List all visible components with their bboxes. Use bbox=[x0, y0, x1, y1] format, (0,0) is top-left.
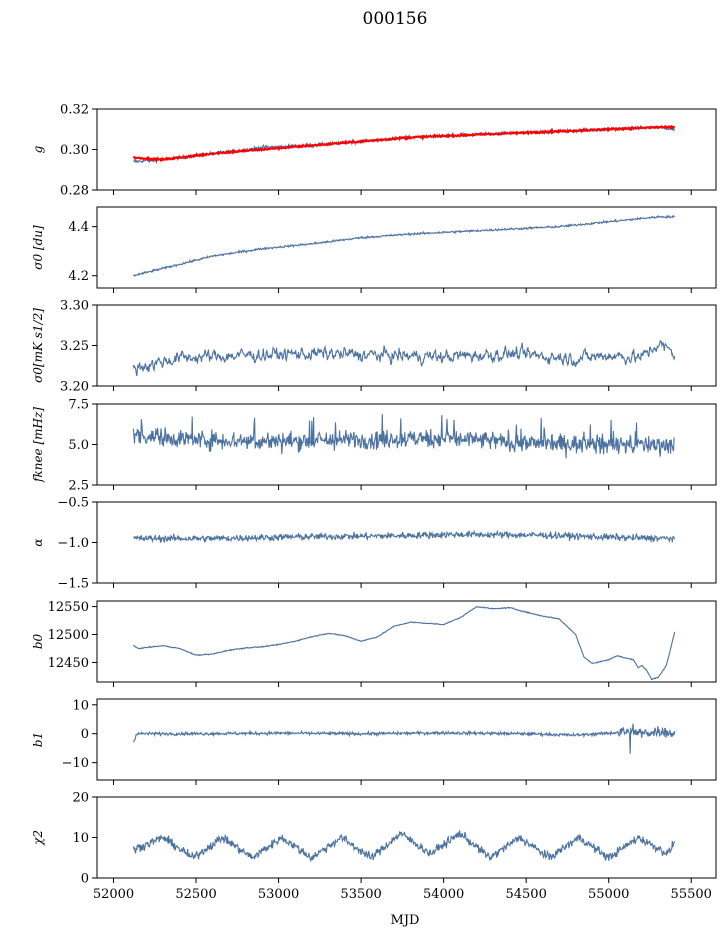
y-axis-label: g bbox=[31, 145, 45, 153]
series-line-1 bbox=[133, 124, 676, 164]
series-line-1 bbox=[132, 723, 676, 754]
y-tick-label: 0 bbox=[81, 872, 89, 887]
y-tick-label: 10 bbox=[72, 831, 89, 846]
series-line-1 bbox=[132, 529, 676, 544]
axes-frame bbox=[96, 501, 717, 584]
y-tick-label: 12450 bbox=[48, 656, 89, 671]
y-tick-label: −1.5 bbox=[57, 577, 89, 592]
y-axis-label: σ0 [du] bbox=[31, 225, 45, 270]
y-tick-label: 0.28 bbox=[60, 184, 89, 199]
series-line-1 bbox=[133, 606, 676, 680]
x-tick-label: 53000 bbox=[258, 887, 299, 902]
series-line-1 bbox=[132, 414, 675, 459]
axes-frame bbox=[96, 600, 717, 683]
series-line-1 bbox=[132, 829, 676, 863]
y-axis-label: χ2 bbox=[31, 830, 45, 846]
x-tick-label: 55500 bbox=[671, 887, 712, 902]
y-tick-label: 5.0 bbox=[68, 438, 89, 453]
y-tick-label: 3.30 bbox=[60, 299, 89, 314]
series-line-1 bbox=[132, 214, 675, 278]
x-tick-label: 52500 bbox=[175, 887, 216, 902]
panel-4: 2.5 5.0 7.5 fknee [mHz] bbox=[31, 398, 717, 494]
axes-frame bbox=[96, 108, 717, 191]
y-axis-label: α bbox=[31, 538, 45, 546]
y-tick-label: 12500 bbox=[48, 628, 89, 643]
y-tick-label: 4.4 bbox=[68, 220, 89, 235]
y-tick-label: 0.30 bbox=[60, 143, 89, 158]
y-tick-label: 0 bbox=[81, 727, 89, 742]
panel-5: −1.5 −1.0 −0.5 α bbox=[31, 496, 717, 592]
panel-3: 3.20 3.25 3.30 σ0[mK s1/2] bbox=[31, 299, 717, 395]
x-tick-label: 55000 bbox=[588, 887, 629, 902]
y-tick-label: 4.2 bbox=[68, 269, 89, 284]
y-tick-label: 12550 bbox=[48, 600, 89, 615]
panel-1: 0.28 0.30 0.32 g bbox=[31, 103, 717, 199]
axes-frame bbox=[96, 206, 717, 289]
x-tick-label: 54000 bbox=[423, 887, 464, 902]
y-tick-label: 7.5 bbox=[68, 398, 89, 413]
x-tick-label: 53500 bbox=[340, 887, 381, 902]
y-tick-label: 2.5 bbox=[68, 479, 89, 494]
y-tick-label: 10 bbox=[72, 698, 89, 713]
y-axis-label: b1 bbox=[31, 732, 45, 747]
y-tick-label: 3.25 bbox=[60, 339, 89, 354]
y-axis-label: fknee [mHz] bbox=[31, 407, 45, 483]
y-axis-label: σ0[mK s1/2] bbox=[31, 308, 45, 383]
figure-title: 000156 bbox=[363, 9, 428, 29]
y-tick-label: −10 bbox=[62, 756, 89, 771]
axes-frame bbox=[96, 304, 717, 387]
axes-frame bbox=[96, 698, 717, 781]
series-line-1 bbox=[132, 339, 676, 377]
panels: 0.28 0.30 0.32 g 4.2 4.4 σ0 [du] 3.20 3.25 3.30 σ0… bbox=[31, 103, 717, 902]
panel-6: 12450 12500 12550 b0 bbox=[31, 600, 717, 687]
x-tick-label: 52000 bbox=[93, 887, 134, 902]
y-tick-label: −0.5 bbox=[57, 496, 89, 511]
y-axis-label: b0 bbox=[31, 633, 45, 649]
x-axis-label: MJD bbox=[391, 913, 420, 928]
panel-8: 0 10 20 χ2 bbox=[31, 791, 717, 887]
y-tick-label: 3.20 bbox=[60, 380, 89, 395]
panel-2: 4.2 4.4 σ0 [du] bbox=[31, 206, 717, 293]
y-tick-label: −1.0 bbox=[57, 536, 89, 551]
y-tick-label: 20 bbox=[72, 791, 89, 806]
x-tick-label: 54500 bbox=[505, 887, 546, 902]
series-line-2 bbox=[132, 124, 675, 163]
y-tick-label: 0.32 bbox=[60, 103, 89, 118]
panel-7: −10 0 10 b1 bbox=[31, 698, 717, 785]
